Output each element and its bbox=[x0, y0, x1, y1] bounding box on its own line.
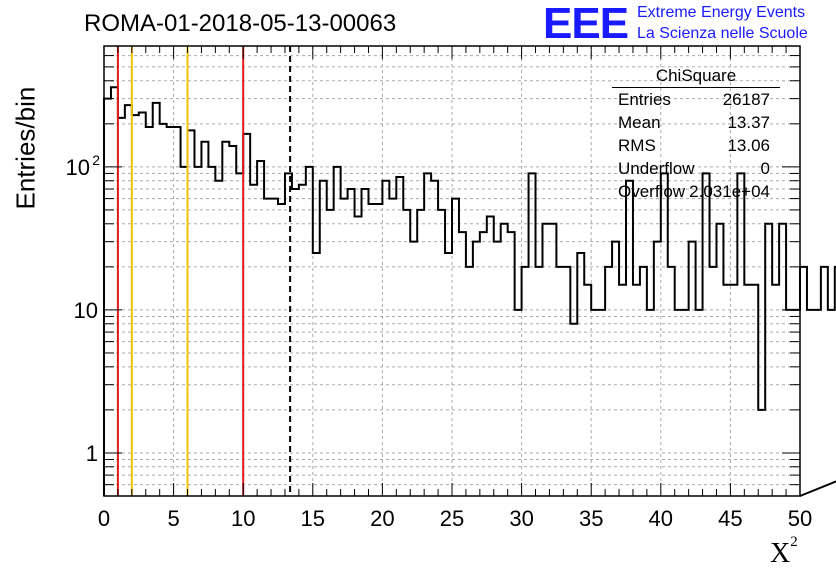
logo-line-1: Extreme Energy Events bbox=[637, 4, 806, 21]
x-tick-label: 20 bbox=[370, 506, 394, 531]
stats-value: 13.37 bbox=[727, 113, 770, 132]
stats-key: Entries bbox=[618, 90, 671, 109]
stats-row-underflow: Underflow 0 bbox=[612, 159, 780, 182]
stats-title: ChiSquare bbox=[612, 66, 780, 88]
x-tick-label: 5 bbox=[167, 506, 179, 531]
logo-line-2: La Scienza nelle Scuole bbox=[637, 25, 808, 42]
x-axis-label-base: X bbox=[770, 538, 791, 569]
stats-row-mean: Mean 13.37 bbox=[612, 113, 780, 136]
x-axis-label: X2 bbox=[770, 534, 798, 570]
stats-box: ChiSquare Entries 26187 Mean 13.37 RMS 1… bbox=[612, 66, 780, 205]
stats-value: 13.06 bbox=[727, 136, 770, 155]
stats-key: Underflow bbox=[618, 159, 695, 178]
x-tick-label: 10 bbox=[231, 506, 255, 531]
x-tick-label: 25 bbox=[440, 506, 464, 531]
eee-logo-mark: EEE bbox=[543, 0, 629, 48]
histogram-outline bbox=[103, 86, 836, 497]
x-tick-label: 45 bbox=[718, 506, 742, 531]
y-tick-label: 1 bbox=[86, 441, 98, 466]
stats-row-overflow: Overflow 2.031e+04 bbox=[612, 182, 780, 205]
y-axis-label: Entries/bin bbox=[10, 86, 41, 210]
y-tick-label: 10 bbox=[66, 155, 90, 180]
x-tick-label: 30 bbox=[509, 506, 533, 531]
stats-row-rms: RMS 13.06 bbox=[612, 136, 780, 159]
x-tick-label: 0 bbox=[98, 506, 110, 531]
x-tick-label: 35 bbox=[579, 506, 603, 531]
stats-row-entries: Entries 26187 bbox=[612, 90, 780, 113]
stats-value: 26187 bbox=[722, 90, 770, 109]
x-axis-label-sup: 2 bbox=[790, 533, 798, 550]
stats-value: 2.031e+04 bbox=[689, 182, 770, 201]
stats-value: 0 bbox=[760, 159, 770, 178]
chart-title: ROMA-01-2018-05-13-00063 bbox=[84, 10, 397, 37]
stats-key: RMS bbox=[618, 136, 656, 155]
x-tick-label: 15 bbox=[301, 506, 325, 531]
y-tick-label: 10 bbox=[74, 298, 98, 323]
x-tick-label: 50 bbox=[788, 506, 812, 531]
stats-key: Overflow bbox=[618, 182, 686, 201]
y-axis-label-box: Entries/bin bbox=[6, 87, 46, 210]
stats-key: Mean bbox=[618, 113, 661, 132]
y-tick-label-sup: 2 bbox=[92, 152, 100, 168]
x-tick-label: 40 bbox=[649, 506, 673, 531]
